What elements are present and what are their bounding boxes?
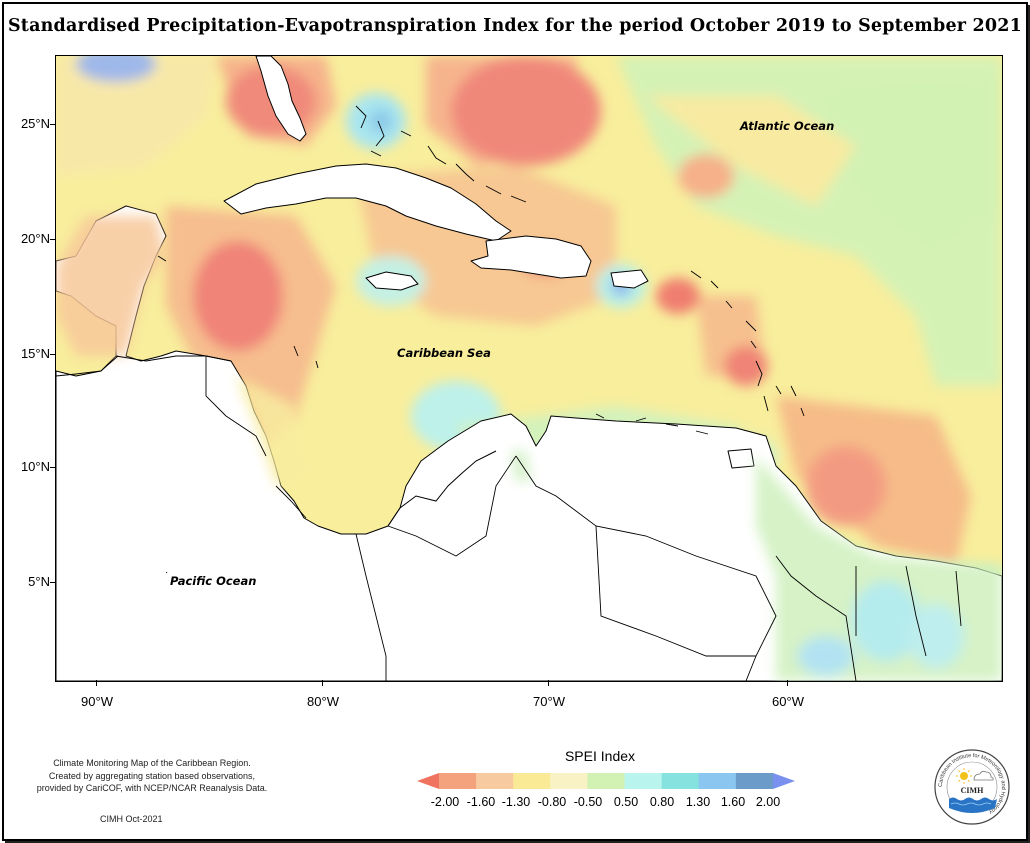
legend-swatch <box>624 773 663 789</box>
legend-swatch <box>513 773 551 789</box>
legend-swatch <box>587 773 626 789</box>
lat-label-25n: 25°N <box>20 116 50 131</box>
credits-date: CIMH Oct-2021 <box>100 814 163 824</box>
legend-label: -2.00 <box>430 795 460 809</box>
legend-swatch <box>476 773 514 789</box>
sun-icon <box>960 772 968 780</box>
credits-line-1: Climate Monitoring Map of the Caribbean … <box>53 758 251 768</box>
legend-label: -1.30 <box>501 795 531 809</box>
lat-tick <box>50 582 55 583</box>
country-borders <box>56 56 962 681</box>
lon-label-90w: 90°W <box>81 694 113 709</box>
lat-label-15n: 15°N <box>20 346 50 361</box>
lat-tick <box>50 467 55 468</box>
cimh-logo: Caribbean Institute for Meteorology and … <box>934 749 1010 825</box>
legend-label: 1.30 <box>685 795 711 809</box>
lon-label-70w: 70°W <box>533 694 565 709</box>
legend-label: -1.60 <box>466 795 496 809</box>
lon-tick <box>787 680 788 686</box>
legend-swatch <box>735 773 774 789</box>
lat-label-10n: 10°N <box>20 459 50 474</box>
lon-label-60w: 60°W <box>772 694 804 709</box>
legend-label: 0.80 <box>649 795 675 809</box>
legend-swatch <box>439 773 477 789</box>
small-islands <box>157 105 805 435</box>
map-title: Standardised Precipitation-Evapotranspir… <box>7 16 1023 36</box>
legend-label: 0.50 <box>613 795 639 809</box>
spei-map <box>55 55 1003 682</box>
atlantic-ocean-label: Atlantic Ocean <box>740 119 835 133</box>
legend-colorbar <box>417 773 795 789</box>
legend-swatch <box>773 773 795 789</box>
legend-swatch <box>698 773 737 789</box>
lon-label-80w: 80°W <box>307 694 339 709</box>
lon-tick <box>322 680 323 686</box>
lon-tick <box>548 680 549 686</box>
legend-label: -0.50 <box>573 795 603 809</box>
lat-tick <box>50 354 55 355</box>
logo-text: CIMH <box>961 786 984 795</box>
legend-swatch <box>661 773 700 789</box>
legend-label: 2.00 <box>755 795 781 809</box>
legend-swatch <box>550 773 588 789</box>
lon-tick <box>96 680 97 686</box>
legend-title: SPEI Index <box>564 748 636 764</box>
land-masses <box>56 56 1002 681</box>
spei-field <box>56 56 1002 681</box>
credits-text: Climate Monitoring Map of the Caribbean … <box>22 757 282 795</box>
pacific-ocean-label: Pacific Ocean <box>170 574 257 588</box>
credits-line-2: Created by aggregating station based obs… <box>48 770 256 781</box>
legend-swatch <box>417 773 439 789</box>
wave-icon <box>949 797 997 813</box>
legend-label: -0.80 <box>537 795 567 809</box>
caribbean-sea-label: Caribbean Sea <box>397 346 491 360</box>
lat-tick <box>50 239 55 240</box>
lat-label-5n: 5°N <box>28 574 50 589</box>
pacific-dot: · <box>165 567 169 578</box>
lat-tick <box>50 124 55 125</box>
colombia-coast <box>387 450 497 527</box>
credits-line-3: provided by CariCOF, with NCEP/NCAR Rean… <box>36 783 268 793</box>
cloud-icon <box>973 770 994 781</box>
legend-label: 1.60 <box>720 795 746 809</box>
lat-label-20n: 20°N <box>20 231 50 246</box>
sun-rays <box>956 768 972 784</box>
land-shading <box>56 216 1002 681</box>
